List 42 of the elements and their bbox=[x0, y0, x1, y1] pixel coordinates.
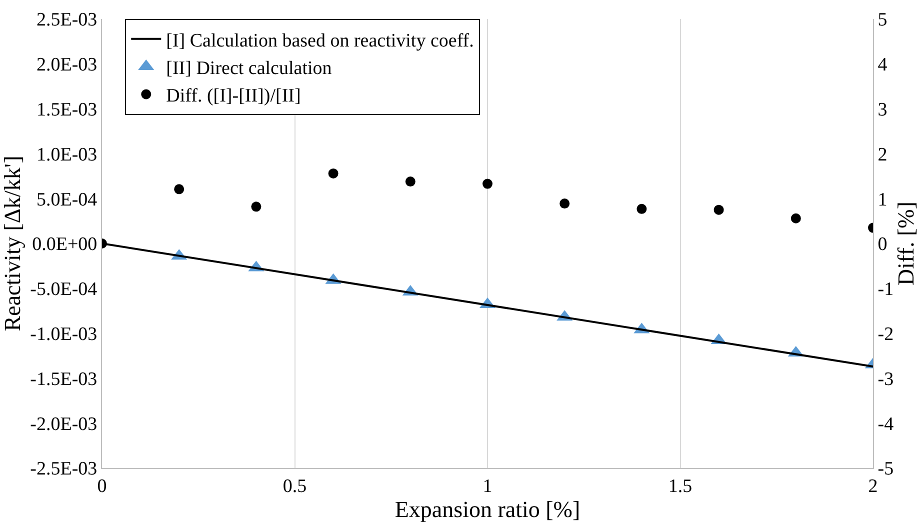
x-tick-label: 1.5 bbox=[668, 476, 692, 497]
legend-label: [I] Calculation based on reactivity coeff. bbox=[166, 30, 474, 52]
x-axis-title: Expansion ratio [%] bbox=[394, 496, 580, 522]
y-tick-label: 1.0E-03 bbox=[36, 144, 98, 166]
legend-label: Diff. ([I]-[II])/[II] bbox=[166, 86, 301, 107]
y2-tick-label: 3 bbox=[878, 99, 888, 120]
x-tick-label: 2 bbox=[868, 476, 878, 497]
y-tick-label: 2.5E-03 bbox=[36, 10, 98, 31]
x-tick-label: 1 bbox=[482, 476, 492, 497]
y2-tick-label: 5 bbox=[878, 10, 888, 31]
y2-tick-label: -3 bbox=[878, 368, 894, 390]
y2-tick-label: 0 bbox=[878, 234, 888, 256]
y-tick-label: 1.5E-03 bbox=[36, 99, 98, 120]
y-tick-label: 0.0E+00 bbox=[32, 234, 98, 256]
point bbox=[560, 198, 570, 209]
y-tick-label: -2.5E-03 bbox=[30, 458, 98, 480]
y-tick-label: -2.0E-03 bbox=[30, 414, 98, 435]
y2-tick-label: 1 bbox=[878, 189, 888, 210]
y2-tick-label: -1 bbox=[878, 279, 894, 300]
y-tick-label: -5.0E-04 bbox=[30, 279, 98, 300]
y2-axis-title: Diff. [%] bbox=[894, 202, 919, 286]
y2-tick-label: -5 bbox=[878, 458, 894, 480]
y-tick-label: -1.5E-03 bbox=[30, 368, 98, 390]
legend-label: [II] Direct calculation bbox=[166, 58, 332, 79]
point bbox=[174, 184, 184, 194]
point bbox=[636, 204, 647, 214]
y-axis-title: Reactivity [Δk/kk'] bbox=[0, 156, 25, 332]
x-tick-label: 0 bbox=[97, 476, 107, 497]
point bbox=[790, 213, 801, 224]
y2-tick-label: 4 bbox=[878, 54, 888, 76]
y2-tick-label: -2 bbox=[878, 324, 894, 345]
point bbox=[405, 176, 416, 187]
y-tick-label: 2.0E-03 bbox=[36, 54, 98, 76]
y-tick-label: -1.0E-03 bbox=[30, 324, 98, 345]
point bbox=[328, 168, 338, 178]
y2-tick-label: -4 bbox=[878, 414, 894, 435]
point bbox=[251, 202, 262, 212]
point bbox=[714, 204, 724, 215]
y2-tick-label: 2 bbox=[878, 144, 888, 166]
point bbox=[482, 178, 492, 189]
y-tick-label: 5.0E-04 bbox=[36, 189, 98, 210]
x-tick-label: 0.5 bbox=[282, 476, 307, 497]
